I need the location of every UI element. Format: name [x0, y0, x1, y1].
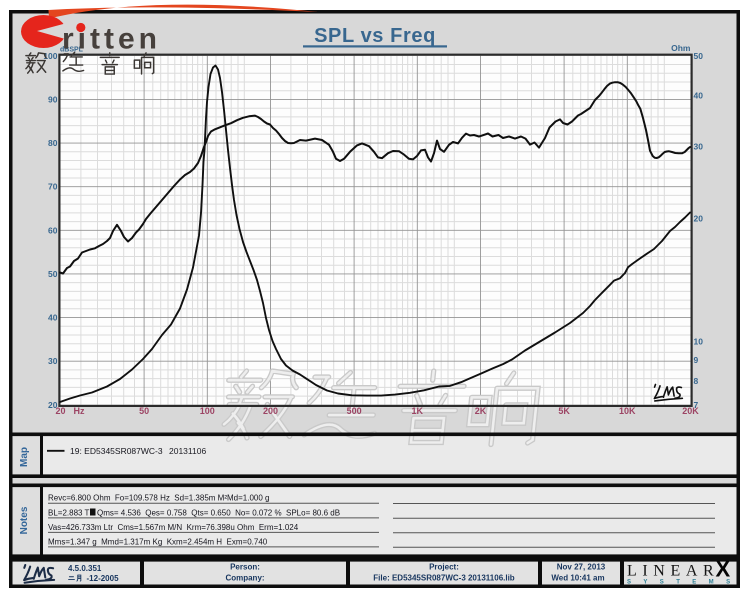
svg-text:500: 500	[347, 406, 362, 416]
svg-text:2K: 2K	[475, 406, 487, 416]
svg-text:Person:: Person:	[230, 563, 260, 572]
svg-text:10K: 10K	[619, 406, 636, 416]
svg-text:10: 10	[694, 337, 704, 347]
svg-text:Map: Map	[19, 447, 30, 467]
svg-text:Notes: Notes	[19, 506, 30, 534]
svg-text:Nov 27, 2013: Nov 27, 2013	[557, 563, 606, 572]
svg-text:Hz: Hz	[74, 406, 85, 416]
svg-text:Company:: Company:	[225, 574, 264, 583]
svg-text:40: 40	[48, 313, 58, 323]
svg-text:100: 100	[43, 51, 57, 61]
svg-text:9: 9	[694, 355, 699, 365]
svg-text:30: 30	[48, 356, 58, 366]
svg-text:100: 100	[200, 406, 215, 416]
svg-text:50: 50	[48, 269, 58, 279]
svg-text:Project:: Project:	[429, 563, 459, 572]
svg-text:Mms=1.347 g Mmd=1.317m Kg Kx: Mms=1.347 g Mmd=1.317m Kg Kxm=2.454m H E…	[48, 537, 268, 546]
svg-text:X: X	[716, 557, 731, 582]
svg-text:SPL vs Freq: SPL vs Freq	[314, 25, 436, 47]
svg-text:LINEAR: LINEAR	[627, 563, 719, 580]
svg-text:7: 7	[694, 400, 699, 410]
svg-text:20K: 20K	[682, 406, 699, 416]
svg-text:dBSPL: dBSPL	[60, 47, 84, 54]
svg-text:-12-2005: -12-2005	[87, 574, 120, 583]
svg-text:40: 40	[694, 90, 704, 100]
svg-text:BL=2.883 T: BL=2.883 T	[48, 508, 90, 517]
svg-text:50: 50	[139, 406, 149, 416]
svg-text:20131106: 20131106	[169, 446, 206, 456]
svg-text:19: ED5345SR087WC-3: 19: ED5345SR087WC-3	[70, 446, 163, 456]
svg-text:200: 200	[263, 406, 278, 416]
svg-text:1K: 1K	[412, 406, 424, 416]
svg-text:90: 90	[48, 94, 58, 104]
svg-text:Wed 10:41 am: Wed 10:41 am	[551, 574, 604, 583]
svg-text:20: 20	[694, 213, 704, 223]
svg-text:8: 8	[694, 376, 699, 386]
svg-text:20: 20	[48, 400, 58, 410]
svg-text:70: 70	[48, 182, 58, 192]
svg-text:80: 80	[48, 138, 58, 148]
svg-text:4.5.0.351: 4.5.0.351	[68, 564, 102, 573]
svg-text:Ohm: Ohm	[671, 43, 691, 53]
svg-text:20: 20	[56, 406, 66, 416]
svg-text:30: 30	[694, 142, 704, 152]
svg-text:SYSTEMS: SYSTEMS	[627, 580, 742, 586]
svg-text:Revc=6.800 Ohm Fo=109.578 Hz: Revc=6.800 Ohm Fo=109.578 Hz Sd=1.385m M…	[48, 494, 269, 503]
svg-text:5K: 5K	[558, 406, 570, 416]
svg-text:60: 60	[48, 225, 58, 235]
svg-text:Vas=426.733m Ltr Cms=1.567m M: Vas=426.733m Ltr Cms=1.567m M/N Krm=76.3…	[48, 523, 299, 532]
svg-text:50: 50	[694, 51, 704, 61]
svg-text:File: ED5345SR087WC-3 20131106: File: ED5345SR087WC-3 20131106.lib	[373, 574, 515, 583]
svg-text:Qms= 4.536 Qes= 0.758 Qts= 0: Qms= 4.536 Qes= 0.758 Qts= 0.650 No= 0.0…	[97, 508, 340, 517]
